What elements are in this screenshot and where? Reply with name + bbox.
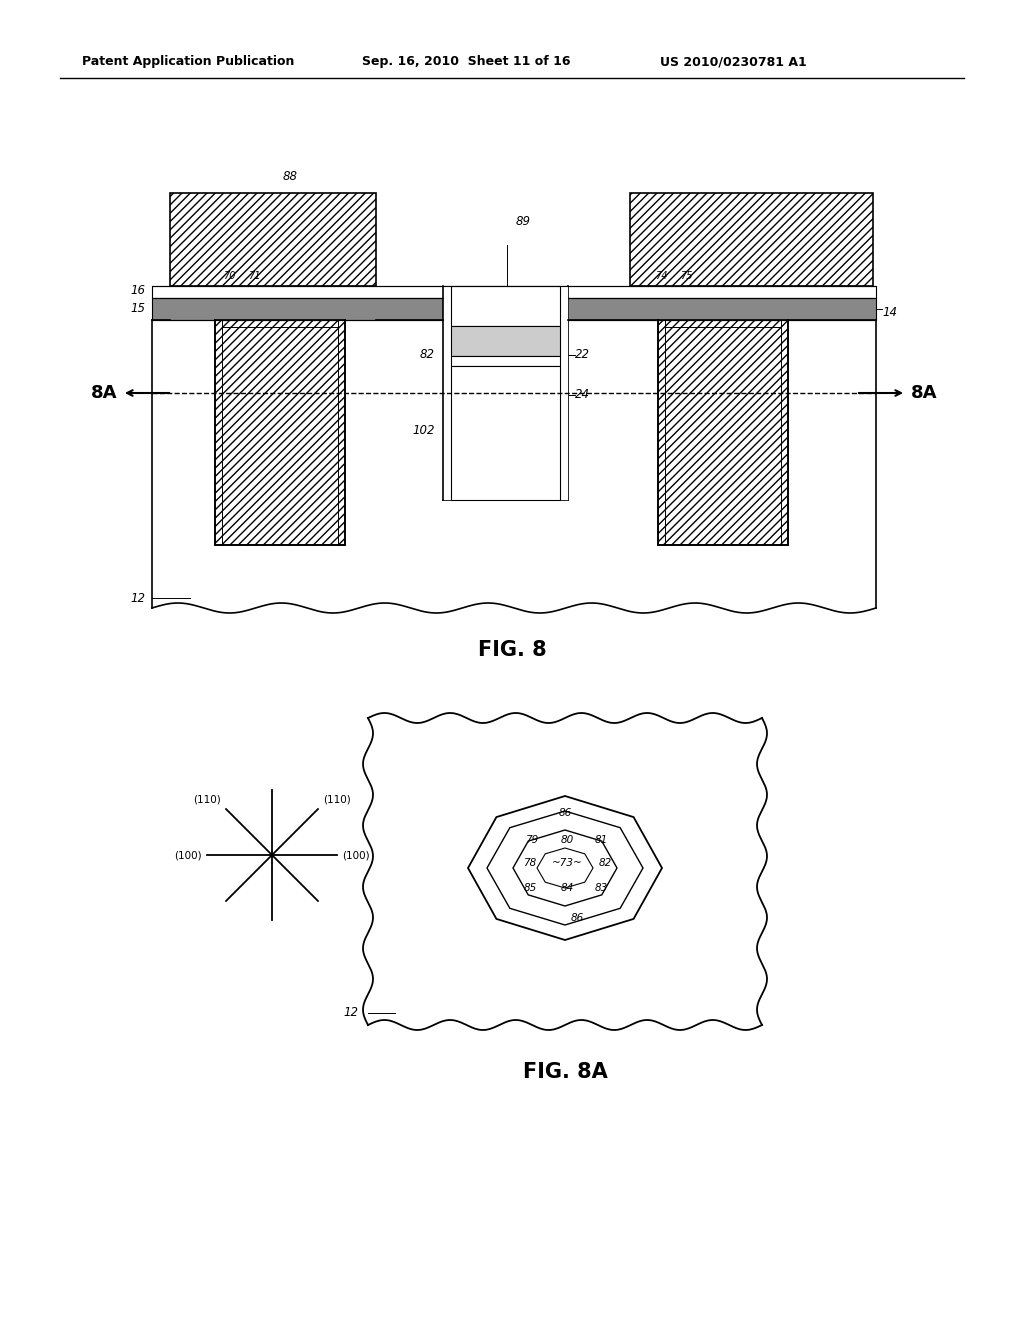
Text: 12: 12 bbox=[343, 1006, 358, 1019]
Text: 78: 78 bbox=[523, 858, 537, 869]
Text: 8A: 8A bbox=[90, 384, 117, 403]
Text: 88: 88 bbox=[283, 170, 298, 183]
Text: 79: 79 bbox=[525, 836, 539, 845]
Text: 18: 18 bbox=[420, 300, 435, 313]
Bar bbox=[560, 286, 568, 500]
Bar bbox=[658, 319, 788, 545]
Text: FIG. 8A: FIG. 8A bbox=[522, 1063, 607, 1082]
Text: Sep. 16, 2010  Sheet 11 of 16: Sep. 16, 2010 Sheet 11 of 16 bbox=[362, 55, 570, 69]
Text: 84: 84 bbox=[560, 883, 573, 894]
Text: Patent Application Publication: Patent Application Publication bbox=[82, 55, 294, 69]
Text: 8A: 8A bbox=[911, 384, 938, 403]
Text: 85: 85 bbox=[523, 883, 537, 894]
Text: 74: 74 bbox=[655, 271, 668, 281]
Text: 75: 75 bbox=[680, 271, 692, 281]
Text: 22: 22 bbox=[575, 348, 590, 362]
Text: 80: 80 bbox=[560, 836, 573, 845]
Text: US 2010/0230781 A1: US 2010/0230781 A1 bbox=[660, 55, 807, 69]
Bar bbox=[215, 319, 345, 545]
Bar bbox=[630, 193, 873, 286]
Bar bbox=[443, 286, 451, 500]
Bar bbox=[215, 319, 345, 545]
Bar bbox=[658, 319, 788, 545]
Polygon shape bbox=[487, 810, 643, 925]
Text: ~73~: ~73~ bbox=[552, 858, 583, 869]
Text: 83: 83 bbox=[594, 883, 607, 894]
Text: 16: 16 bbox=[130, 284, 145, 297]
Polygon shape bbox=[468, 796, 662, 940]
Text: 78: 78 bbox=[420, 309, 435, 322]
Text: 70: 70 bbox=[223, 271, 236, 281]
Text: 14: 14 bbox=[882, 305, 897, 318]
Text: FIG. 8: FIG. 8 bbox=[477, 640, 547, 660]
Text: (110): (110) bbox=[323, 795, 350, 804]
Text: 24: 24 bbox=[575, 388, 590, 401]
Polygon shape bbox=[513, 830, 617, 906]
Bar bbox=[451, 326, 560, 356]
Bar bbox=[451, 356, 560, 366]
Text: (110): (110) bbox=[194, 795, 221, 804]
Polygon shape bbox=[537, 847, 593, 888]
Bar bbox=[170, 193, 376, 286]
Bar bbox=[152, 298, 876, 319]
Text: 89: 89 bbox=[516, 215, 531, 228]
Text: 15: 15 bbox=[130, 302, 145, 315]
Text: (100): (100) bbox=[174, 850, 202, 861]
Text: 86: 86 bbox=[558, 808, 571, 818]
Text: 73: 73 bbox=[575, 293, 590, 306]
Text: 102: 102 bbox=[413, 424, 435, 437]
Text: (100): (100) bbox=[342, 850, 370, 861]
Text: 71: 71 bbox=[248, 271, 260, 281]
Bar bbox=[451, 286, 560, 326]
Bar bbox=[451, 366, 560, 500]
Text: 82: 82 bbox=[420, 348, 435, 362]
Bar bbox=[443, 286, 568, 319]
Bar bbox=[368, 718, 762, 1026]
Text: 86: 86 bbox=[570, 913, 584, 923]
Bar bbox=[443, 286, 568, 500]
Bar bbox=[152, 286, 876, 298]
Bar bbox=[152, 319, 876, 609]
Text: 82: 82 bbox=[598, 858, 611, 869]
Text: 81: 81 bbox=[594, 836, 607, 845]
Text: 12: 12 bbox=[130, 591, 145, 605]
